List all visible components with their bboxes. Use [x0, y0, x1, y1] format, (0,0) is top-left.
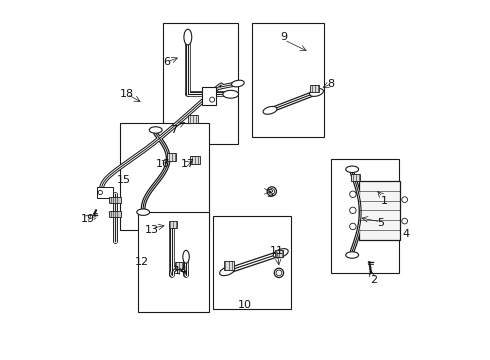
Bar	[163, 23, 238, 144]
Text: 19: 19	[81, 214, 95, 224]
Text: 10: 10	[238, 300, 252, 310]
Bar	[120, 123, 209, 230]
Text: 17: 17	[181, 159, 195, 169]
Text: 1: 1	[381, 197, 388, 206]
Ellipse shape	[223, 90, 239, 98]
Bar	[138, 212, 209, 312]
Text: 13: 13	[145, 225, 159, 235]
Bar	[351, 174, 360, 181]
Ellipse shape	[273, 249, 288, 258]
Bar	[310, 85, 319, 93]
Bar	[190, 157, 200, 164]
Text: 11: 11	[270, 247, 284, 256]
Ellipse shape	[184, 29, 192, 45]
Bar	[223, 261, 234, 270]
Text: 2: 2	[370, 275, 377, 285]
Ellipse shape	[149, 127, 162, 133]
Text: 16: 16	[156, 159, 170, 169]
Bar	[109, 211, 121, 217]
Bar	[252, 23, 323, 137]
Text: 18: 18	[120, 89, 134, 99]
Bar	[189, 115, 198, 123]
Ellipse shape	[263, 107, 277, 114]
Text: 14: 14	[173, 266, 188, 276]
Ellipse shape	[346, 252, 359, 258]
Ellipse shape	[220, 266, 235, 276]
Bar	[213, 216, 292, 309]
Ellipse shape	[183, 250, 189, 263]
Bar	[275, 249, 283, 257]
Text: 12: 12	[134, 257, 148, 267]
Text: 4: 4	[402, 229, 409, 239]
Bar	[97, 187, 113, 198]
Text: 5: 5	[377, 218, 384, 228]
Ellipse shape	[346, 166, 359, 172]
Bar	[167, 153, 176, 161]
Bar	[109, 197, 121, 203]
Text: 7: 7	[170, 125, 177, 135]
Text: 6: 6	[163, 57, 170, 67]
Text: 3: 3	[267, 189, 273, 199]
Text: 15: 15	[117, 175, 130, 185]
Bar	[169, 221, 177, 228]
Ellipse shape	[137, 209, 149, 215]
Bar	[359, 181, 400, 240]
Text: 9: 9	[281, 32, 288, 42]
Bar	[174, 262, 183, 269]
Ellipse shape	[231, 80, 244, 87]
Bar	[331, 158, 398, 273]
Bar	[202, 87, 217, 105]
Ellipse shape	[310, 89, 323, 96]
Text: 8: 8	[327, 78, 334, 89]
